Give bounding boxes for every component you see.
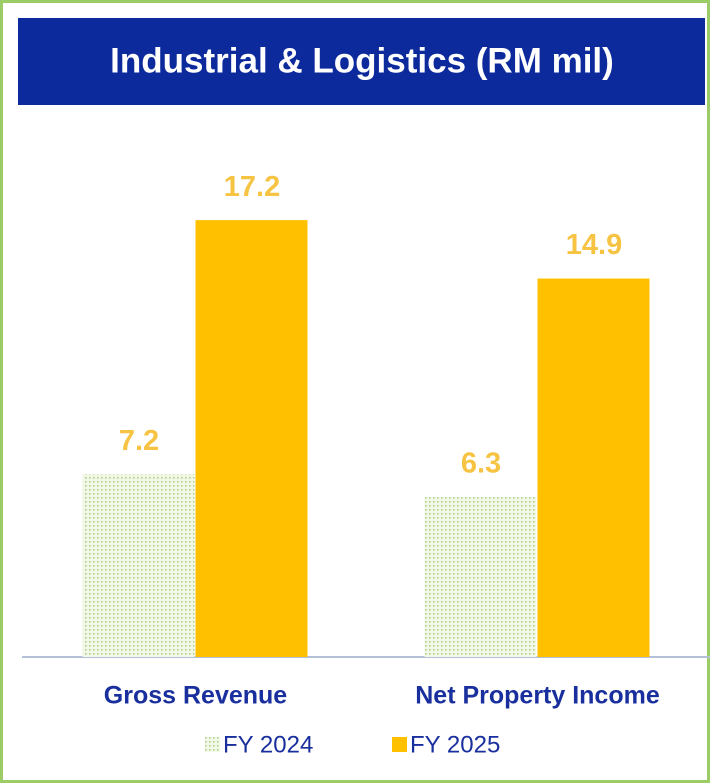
x-tick-label: Gross Revenue [104,682,288,710]
value-label: 7.2 [119,425,159,457]
legend-swatch [392,737,407,752]
legend-label: FY 2025 [410,731,500,758]
value-label: 14.9 [566,229,622,261]
legend-swatch [205,737,220,752]
x-tick-label: Net Property Income [415,682,660,710]
value-label: 6.3 [461,448,501,480]
legend-label: FY 2024 [223,731,313,758]
bar [195,220,308,657]
chart-title: Industrial & Logistics (RM mil) [110,41,614,80]
value-label: 17.2 [224,171,280,203]
title-banner [18,18,705,105]
bar [424,496,537,657]
bar [537,278,650,657]
bar [82,474,195,657]
